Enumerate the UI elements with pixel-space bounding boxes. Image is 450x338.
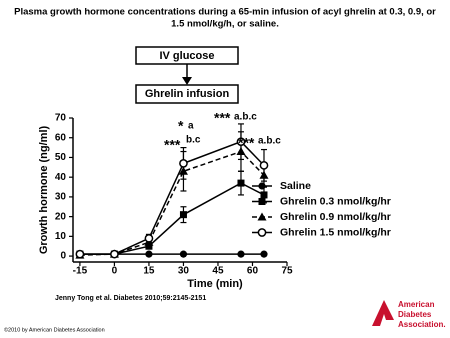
legend-marker: [257, 212, 267, 221]
y-tick-label: 50: [55, 152, 67, 163]
annotation: a.b.c: [234, 112, 257, 123]
citation: Jenny Tong et al. Diabetes 2010;59:2145-…: [55, 295, 206, 302]
data-point: [259, 160, 269, 170]
y-tick-label: 70: [55, 113, 67, 124]
chart-title: Plasma growth hormone concentrations dur…: [14, 7, 436, 18]
series-line: [79, 150, 265, 256]
data-point: [75, 249, 85, 259]
legend-label: Ghrelin 1.5 nmol/kg/hr: [280, 226, 391, 238]
annotation: b.c: [186, 135, 201, 146]
x-tick-label: 45: [212, 266, 224, 277]
data-point: [260, 191, 268, 199]
x-tick-label: 0: [112, 266, 118, 277]
y-tick-label: 0: [60, 251, 66, 262]
legend-label: Saline: [280, 180, 311, 192]
data-point: [179, 159, 188, 168]
x-tick-label: 30: [178, 266, 190, 277]
flow-label: Ghrelin infusion: [145, 88, 230, 100]
legend-marker: [257, 228, 267, 237]
data-point: [145, 250, 153, 258]
x-tick-label: -15: [73, 266, 88, 277]
logo-text: American: [398, 300, 435, 309]
annotation: ***: [164, 137, 181, 153]
y-tick-label: 60: [55, 132, 67, 143]
chart-subtitle: 1.5 nmol/kg/h, or saline.: [171, 19, 279, 30]
legend-label: Ghrelin 0.9 nmol/kg/hr: [280, 211, 391, 223]
annotation: ***: [214, 110, 231, 126]
y-tick-label: 40: [55, 172, 67, 183]
logo-text: Association.: [398, 320, 446, 329]
data-point: [260, 250, 268, 258]
data-point: [236, 137, 246, 147]
annotation: a.b.c: [258, 136, 281, 147]
legend-label: Ghrelin 0.3 nmol/kg/hr: [280, 195, 391, 207]
series-line: [79, 140, 265, 255]
x-tick-label: 15: [143, 266, 155, 277]
y-tick-label: 30: [55, 192, 67, 203]
copyright: ©2010 by American Diabetes Association: [4, 326, 105, 333]
y-tick-label: 20: [55, 211, 67, 222]
y-tick-label: 10: [55, 231, 67, 242]
logo-text: Diabetes: [398, 310, 432, 319]
annotation: ***: [238, 135, 255, 151]
flow-label: IV glucose: [159, 50, 214, 62]
flow-arrowhead: [182, 77, 192, 85]
data-point: [179, 211, 187, 219]
legend-marker: [258, 198, 266, 205]
flow-box: [135, 84, 239, 104]
x-tick-label: 75: [281, 266, 293, 277]
x-axis-label: Time (min): [187, 278, 243, 290]
data-point: [144, 233, 154, 243]
x-tick-label: 60: [247, 266, 259, 277]
data-point: [237, 250, 245, 258]
data-point: [237, 179, 245, 187]
annotation: *: [178, 118, 184, 134]
logo-icon: [372, 300, 394, 326]
data-point: [110, 249, 119, 259]
annotation: a: [188, 121, 194, 132]
data-point: [179, 250, 188, 258]
y-axis-label: Growth hormone (ng/ml): [38, 126, 50, 255]
